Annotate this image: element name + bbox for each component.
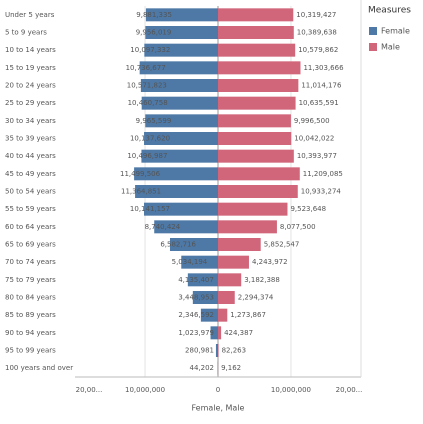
category-label: 95 to 99 years: [5, 347, 56, 355]
bar: [218, 61, 300, 74]
data-label: 10,389,638: [297, 29, 337, 37]
category-label: 70 to 74 years: [5, 258, 56, 266]
category-label: 50 to 54 years: [5, 188, 56, 196]
data-label: 5,852,547: [264, 241, 300, 249]
data-label: 11,364,851: [121, 188, 161, 196]
data-label: 82,263: [222, 347, 247, 355]
category-label: 75 to 79 years: [5, 276, 56, 284]
category-label: Under 5 years: [5, 11, 55, 19]
data-label: 10,460,758: [128, 99, 168, 107]
data-label: 4,243,972: [252, 258, 288, 266]
bar: [218, 150, 294, 163]
category-label: 5 to 9 years: [5, 29, 47, 37]
data-label: 10,097,332: [130, 46, 170, 54]
data-label: 10,736,677: [126, 64, 166, 72]
category-label: 15 to 19 years: [5, 64, 56, 72]
category-label: 55 to 59 years: [5, 205, 56, 213]
data-label: 1,273,867: [230, 311, 266, 319]
data-label: 10,571,823: [127, 82, 167, 90]
data-label: 10,141,157: [130, 205, 170, 213]
data-label: 424,387: [224, 329, 253, 337]
data-label: 2,346,592: [178, 311, 214, 319]
data-label: 8,077,500: [280, 223, 316, 231]
category-label: 100 years and over: [5, 364, 73, 372]
category-label: 45 to 49 years: [5, 170, 56, 178]
bar: [218, 44, 295, 57]
data-label: 6,582,716: [160, 241, 196, 249]
bar: [218, 273, 241, 286]
data-label: 280,981: [185, 347, 214, 355]
category-label: 80 to 84 years: [5, 294, 56, 302]
bar: [218, 26, 294, 39]
bar: [218, 203, 287, 216]
category-label: 65 to 69 years: [5, 241, 56, 249]
data-label: 10,042,022: [294, 135, 334, 143]
data-label: 11,499,506: [120, 170, 161, 178]
bar: [218, 291, 235, 304]
x-tick-label: 10,000,000: [125, 386, 165, 394]
bar: [218, 79, 298, 92]
legend-label: Male: [381, 43, 400, 52]
category-label: 35 to 39 years: [5, 135, 56, 143]
x-tick-label: 0: [216, 386, 220, 394]
data-label: 2,294,374: [238, 294, 274, 302]
bar: [218, 256, 249, 269]
legend-swatch: [369, 27, 377, 35]
data-label: 9,881,335: [136, 11, 172, 19]
data-label: 10,579,862: [298, 46, 338, 54]
bar: [218, 167, 300, 180]
bar: [218, 220, 277, 233]
category-label: 30 to 34 years: [5, 117, 56, 125]
x-tick-label: 10,000,000: [271, 386, 311, 394]
data-label: 10,137,620: [130, 135, 170, 143]
data-label: 10,319,427: [296, 11, 336, 19]
category-label: 60 to 64 years: [5, 223, 56, 231]
x-tick-label: 20,00...: [76, 386, 103, 394]
data-label: 9,996,500: [294, 117, 330, 125]
x-axis-title: Female, Male: [192, 404, 245, 413]
bar: [218, 344, 219, 357]
data-label: 11,209,085: [303, 170, 343, 178]
bar: [218, 97, 296, 110]
data-label: 44,202: [190, 364, 215, 372]
bar: [218, 114, 291, 127]
category-label: 90 to 94 years: [5, 329, 56, 337]
data-label: 9,965,599: [136, 117, 172, 125]
legend-title: Measures: [368, 6, 411, 16]
category-label: 10 to 14 years: [5, 46, 56, 54]
bar: [218, 238, 261, 251]
bar: [218, 309, 227, 322]
data-label: 3,182,388: [244, 276, 280, 284]
category-label: 25 to 29 years: [5, 99, 56, 107]
data-label: 10,393,977: [297, 152, 337, 160]
bar: [218, 8, 293, 21]
data-label: 4,135,407: [178, 276, 214, 284]
legend-swatch: [369, 43, 377, 51]
data-label: 11,014,176: [301, 82, 342, 90]
data-label: 5,034,194: [172, 258, 208, 266]
data-label: 9,162: [221, 364, 241, 372]
data-label: 10,496,987: [127, 152, 167, 160]
x-tick-label: 20,00...: [336, 386, 363, 394]
category-label: 20 to 24 years: [5, 82, 56, 90]
bar: [218, 132, 291, 145]
data-label: 8,740,424: [145, 223, 181, 231]
bar: [218, 185, 298, 198]
bar: [216, 344, 218, 357]
data-label: 10,933,274: [301, 188, 342, 196]
category-label: 40 to 44 years: [5, 152, 56, 160]
data-label: 9,523,648: [290, 205, 326, 213]
category-label: 85 to 89 years: [5, 311, 56, 319]
legend-label: Female: [381, 27, 410, 36]
data-label: 3,448,953: [178, 294, 214, 302]
data-label: 10,635,591: [299, 99, 339, 107]
data-label: 1,023,979: [178, 329, 214, 337]
data-label: 11,303,666: [303, 64, 344, 72]
bar: [218, 326, 221, 339]
data-label: 9,956,019: [136, 29, 172, 37]
